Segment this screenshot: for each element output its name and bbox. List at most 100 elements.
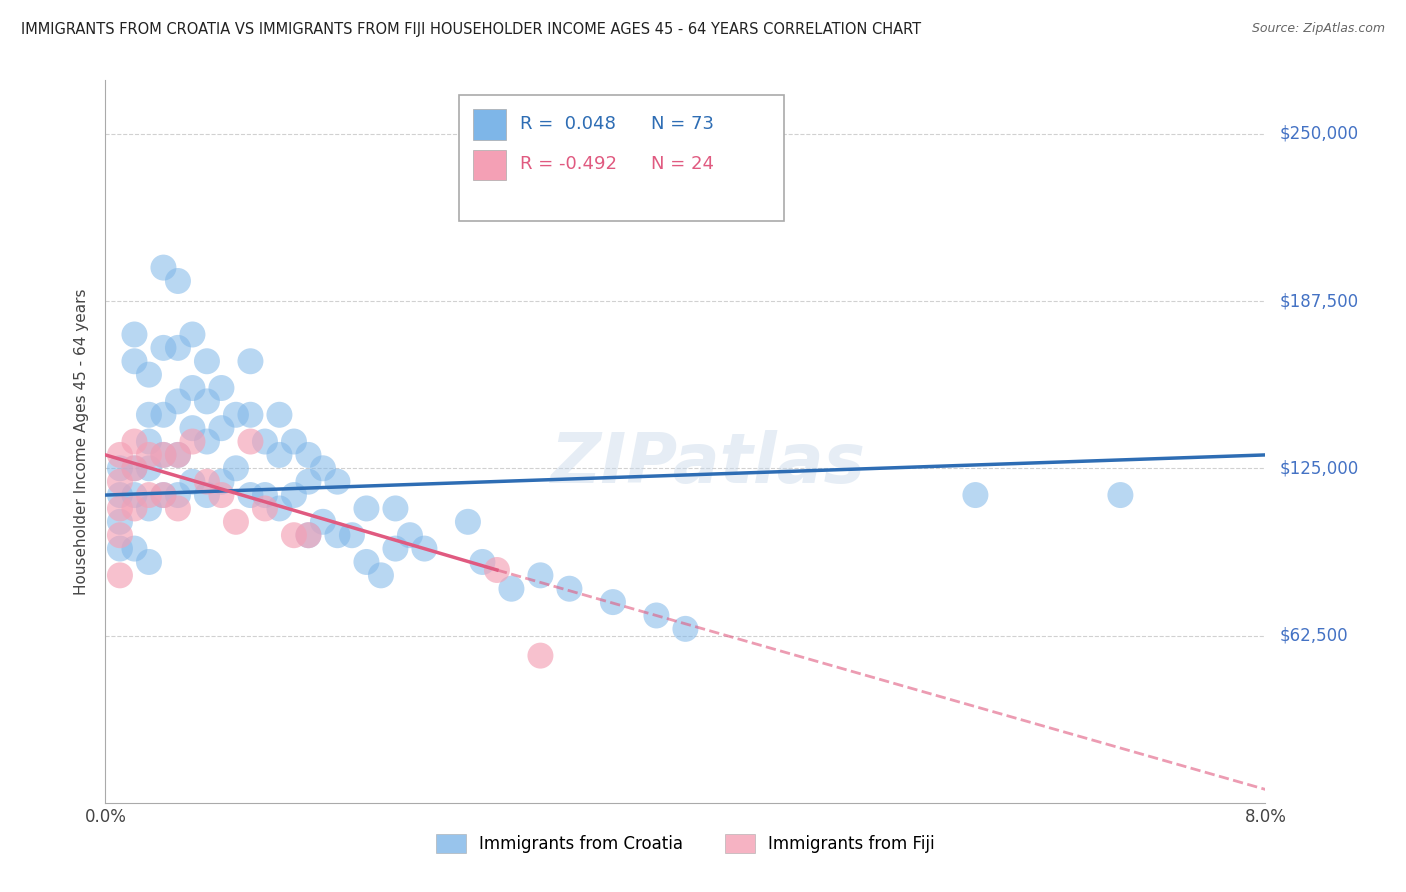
Point [269, 501, 291, 516]
Point [138, 501, 160, 516]
Point [356, 501, 378, 516]
Point [108, 461, 131, 475]
Point [384, 501, 406, 516]
Point [399, 528, 422, 542]
Point [253, 434, 276, 449]
Text: $125,000: $125,000 [1279, 459, 1358, 477]
Point [384, 541, 406, 556]
Point [181, 475, 204, 489]
Point [529, 568, 551, 582]
Point [269, 408, 291, 422]
Point [529, 648, 551, 663]
Point [124, 434, 146, 449]
Bar [474, 109, 506, 139]
Legend: Immigrants from Croatia, Immigrants from Fiji: Immigrants from Croatia, Immigrants from… [429, 827, 942, 860]
Text: IMMIGRANTS FROM CROATIA VS IMMIGRANTS FROM FIJI HOUSEHOLDER INCOME AGES 45 - 64 : IMMIGRANTS FROM CROATIA VS IMMIGRANTS FR… [21, 22, 921, 37]
Point [326, 528, 349, 542]
Text: N = 73: N = 73 [651, 115, 714, 133]
Point [181, 421, 204, 435]
Point [152, 260, 174, 275]
Point [167, 501, 190, 516]
Point [138, 448, 160, 462]
Point [124, 461, 146, 475]
Point [152, 408, 174, 422]
Point [239, 354, 262, 368]
Point [167, 448, 190, 462]
Point [152, 341, 174, 355]
Point [195, 354, 218, 368]
Point [471, 555, 494, 569]
Point [138, 488, 160, 502]
Point [297, 528, 319, 542]
Point [138, 434, 160, 449]
Point [225, 515, 247, 529]
Point [152, 488, 174, 502]
Point [181, 434, 204, 449]
Point [283, 528, 305, 542]
Bar [474, 150, 506, 180]
Point [253, 488, 276, 502]
Point [312, 461, 335, 475]
Point [138, 555, 160, 569]
Point [195, 488, 218, 502]
Point [356, 555, 378, 569]
Point [138, 368, 160, 382]
Point [457, 515, 479, 529]
Point [108, 541, 131, 556]
Point [167, 394, 190, 409]
Point [167, 488, 190, 502]
Point [152, 448, 174, 462]
Point [501, 582, 523, 596]
Point [108, 515, 131, 529]
Point [211, 421, 233, 435]
Point [225, 461, 247, 475]
Point [211, 381, 233, 395]
Point [645, 608, 668, 623]
Point [558, 582, 581, 596]
Point [283, 434, 305, 449]
Point [326, 475, 349, 489]
Point [195, 475, 218, 489]
Point [283, 488, 305, 502]
Point [152, 448, 174, 462]
Point [239, 434, 262, 449]
Point [297, 528, 319, 542]
Text: N = 24: N = 24 [651, 155, 714, 173]
Point [138, 408, 160, 422]
Point [181, 327, 204, 342]
Point [675, 622, 697, 636]
Point [602, 595, 624, 609]
Point [124, 488, 146, 502]
Point [269, 448, 291, 462]
Point [965, 488, 987, 502]
Point [167, 448, 190, 462]
Point [211, 488, 233, 502]
Point [124, 327, 146, 342]
Point [108, 528, 131, 542]
Point [152, 488, 174, 502]
Point [211, 475, 233, 489]
Point [124, 461, 146, 475]
Point [239, 408, 262, 422]
Point [297, 475, 319, 489]
Point [413, 541, 436, 556]
Text: $187,500: $187,500 [1279, 292, 1358, 310]
Point [167, 341, 190, 355]
Point [195, 434, 218, 449]
Text: R =  0.048: R = 0.048 [520, 115, 616, 133]
Point [485, 563, 508, 577]
Point [108, 475, 131, 489]
Point [124, 501, 146, 516]
Point [225, 408, 247, 422]
Point [195, 394, 218, 409]
Point [108, 448, 131, 462]
Y-axis label: Householder Income Ages 45 - 64 years: Householder Income Ages 45 - 64 years [75, 288, 90, 595]
Point [124, 354, 146, 368]
Point [312, 515, 335, 529]
Point [297, 448, 319, 462]
Point [253, 501, 276, 516]
Point [108, 501, 131, 516]
Point [1109, 488, 1132, 502]
Point [181, 381, 204, 395]
Text: $62,500: $62,500 [1279, 626, 1348, 645]
